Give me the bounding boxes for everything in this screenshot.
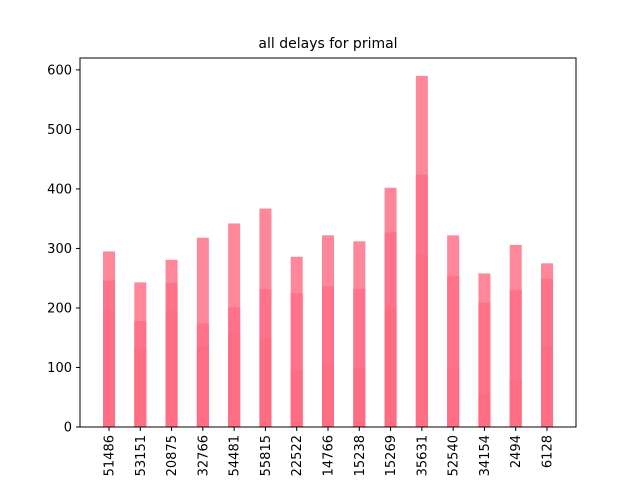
bar-2494-layer-3 xyxy=(509,379,522,427)
bar-32766-layer-3 xyxy=(196,346,209,427)
y-tick-label: 600 xyxy=(47,63,72,78)
x-tick-label-6128: 6128 xyxy=(541,435,556,468)
x-tick-label-2494: 2494 xyxy=(509,435,524,468)
bar-15238-layer-3 xyxy=(353,367,366,427)
x-tick-label-35631: 35631 xyxy=(415,435,430,476)
chart-title: all delays for primal xyxy=(258,36,397,52)
bar-35631-layer-3 xyxy=(415,254,428,427)
y-tick-label: 200 xyxy=(47,301,72,316)
x-axis: 51486 53151 20875 32766 54481 55815 22522 14766… xyxy=(103,427,556,476)
bar-2494-layer-2 xyxy=(509,290,522,427)
bar-53151-layer-3 xyxy=(134,348,147,427)
y-tick-label: 0 xyxy=(64,421,72,436)
x-tick-label-34154: 34154 xyxy=(478,435,493,476)
bar-15269-layer-3 xyxy=(384,307,397,427)
x-tick-label-14766: 14766 xyxy=(322,435,337,476)
x-tick-label-15269: 15269 xyxy=(384,435,399,476)
y-tick-label: 300 xyxy=(47,242,72,257)
bar-52540-layer-3 xyxy=(447,367,460,427)
x-tick-label-53151: 53151 xyxy=(134,435,149,476)
y-tick-label: 400 xyxy=(47,182,72,197)
x-tick-label-55815: 55815 xyxy=(259,435,274,476)
y-tick-label: 100 xyxy=(47,361,72,376)
x-tick-label-51486: 51486 xyxy=(103,435,118,476)
bars-group xyxy=(103,75,553,427)
x-tick-label-15238: 15238 xyxy=(353,435,368,476)
bar-51486-layer-3 xyxy=(103,310,115,427)
x-tick-label-32766: 32766 xyxy=(196,435,211,476)
bar-14766-layer-3 xyxy=(322,364,334,427)
bar-22522-layer-3 xyxy=(290,370,303,427)
bar-6128-layer-3 xyxy=(541,346,553,427)
y-axis: 0 100 200 300 400 500 600 xyxy=(47,63,80,436)
y-tick-label: 500 xyxy=(47,123,72,138)
bar-34154-layer-3 xyxy=(478,394,491,427)
x-tick-label-22522: 22522 xyxy=(290,435,305,476)
bar-20875-layer-3 xyxy=(165,310,178,427)
bar-55815-layer-3 xyxy=(259,337,272,427)
x-tick-label-20875: 20875 xyxy=(165,435,180,476)
x-tick-label-54481: 54481 xyxy=(228,435,243,476)
x-tick-label-52540: 52540 xyxy=(447,435,462,476)
bar-54481-layer-3 xyxy=(228,331,241,427)
